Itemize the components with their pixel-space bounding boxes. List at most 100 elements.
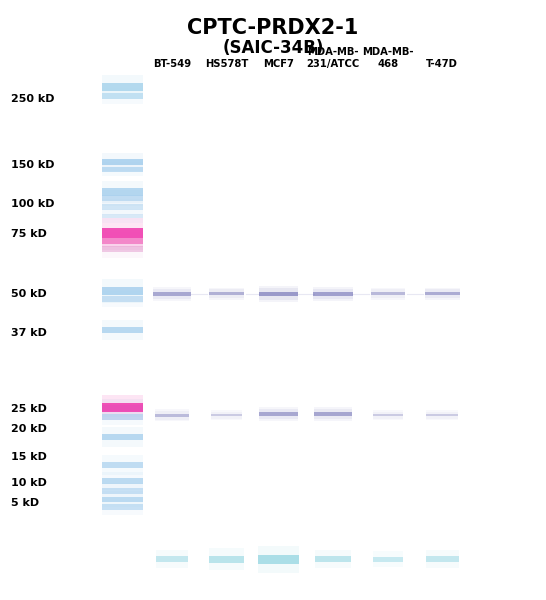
Bar [103, 83, 143, 91]
Bar [211, 412, 242, 419]
Text: 20 kD: 20 kD [11, 424, 47, 434]
Bar [103, 482, 143, 499]
Bar [259, 286, 298, 302]
Bar [258, 546, 299, 572]
Bar [426, 410, 458, 420]
Bar [103, 326, 143, 334]
Bar [103, 88, 143, 104]
Bar [103, 181, 143, 203]
Bar [258, 554, 299, 564]
Bar [103, 455, 143, 475]
Bar [153, 292, 191, 296]
Bar [211, 414, 242, 416]
Bar [103, 246, 143, 252]
Bar [209, 548, 244, 570]
Bar [372, 414, 403, 416]
Bar [313, 292, 353, 296]
Bar [155, 409, 189, 421]
Bar [103, 472, 143, 490]
Bar [209, 289, 244, 298]
Bar [259, 409, 298, 419]
Bar [209, 292, 244, 295]
Bar [103, 280, 143, 302]
Bar [372, 557, 403, 562]
Bar [103, 462, 143, 468]
Bar [259, 412, 298, 416]
Bar [371, 288, 405, 300]
Bar [103, 409, 143, 425]
Bar [103, 167, 143, 172]
Bar [314, 407, 352, 421]
Bar [426, 550, 459, 568]
Text: BT-549: BT-549 [153, 59, 191, 69]
Bar [103, 93, 143, 98]
Bar [103, 291, 143, 307]
Text: CPTC-PRDX2-1: CPTC-PRDX2-1 [187, 18, 359, 38]
Bar [103, 499, 143, 515]
Bar [209, 556, 244, 563]
Bar [425, 292, 460, 295]
Bar [103, 478, 143, 484]
Bar [314, 409, 352, 419]
Bar [209, 288, 244, 300]
Text: 25 kD: 25 kD [11, 404, 47, 414]
Text: 5 kD: 5 kD [11, 498, 39, 508]
Bar [372, 412, 403, 419]
Bar [156, 550, 188, 568]
Bar [259, 292, 298, 296]
Text: MCF7: MCF7 [263, 59, 294, 69]
Bar [156, 556, 188, 562]
Bar [103, 218, 143, 247]
Bar [103, 496, 143, 502]
Text: 100 kD: 100 kD [11, 199, 55, 209]
Bar [103, 504, 143, 510]
Bar [103, 399, 143, 417]
Bar [314, 412, 352, 416]
Bar [103, 214, 143, 218]
Bar [426, 556, 459, 562]
Bar [371, 292, 405, 295]
Text: 250 kD: 250 kD [11, 94, 55, 104]
Bar [103, 162, 143, 176]
Bar [103, 209, 143, 223]
Bar [103, 403, 143, 412]
Bar [103, 228, 143, 238]
Text: 10 kD: 10 kD [11, 478, 47, 488]
Bar [103, 296, 143, 301]
Bar [103, 320, 143, 340]
Bar [103, 433, 143, 440]
Bar [372, 551, 403, 568]
Bar [103, 240, 143, 258]
Bar [425, 288, 460, 300]
Bar [153, 289, 191, 299]
Bar [372, 410, 403, 420]
Bar [425, 289, 460, 298]
Bar [103, 395, 143, 420]
Bar [103, 488, 143, 493]
Bar [313, 289, 353, 299]
Text: MDA-MB-
231/ATCC: MDA-MB- 231/ATCC [306, 47, 360, 69]
Bar [103, 188, 143, 196]
Bar [426, 414, 458, 416]
Text: 15 kD: 15 kD [11, 452, 47, 462]
Bar [103, 427, 143, 446]
Bar [103, 405, 143, 411]
Bar [316, 550, 351, 568]
Text: 75 kD: 75 kD [11, 229, 47, 239]
Bar [103, 199, 143, 215]
Bar [103, 153, 143, 171]
Bar [103, 75, 143, 98]
Text: 150 kD: 150 kD [11, 160, 55, 170]
Text: 37 kD: 37 kD [11, 328, 47, 338]
Text: 50 kD: 50 kD [11, 289, 46, 299]
Bar [371, 289, 405, 298]
Bar [103, 195, 143, 200]
Bar [153, 287, 191, 301]
Bar [103, 287, 143, 295]
Bar [259, 288, 298, 300]
Text: HS578T: HS578T [205, 59, 248, 69]
Bar [155, 414, 189, 416]
Bar [103, 232, 143, 250]
Bar [313, 287, 353, 301]
Bar [426, 412, 458, 419]
